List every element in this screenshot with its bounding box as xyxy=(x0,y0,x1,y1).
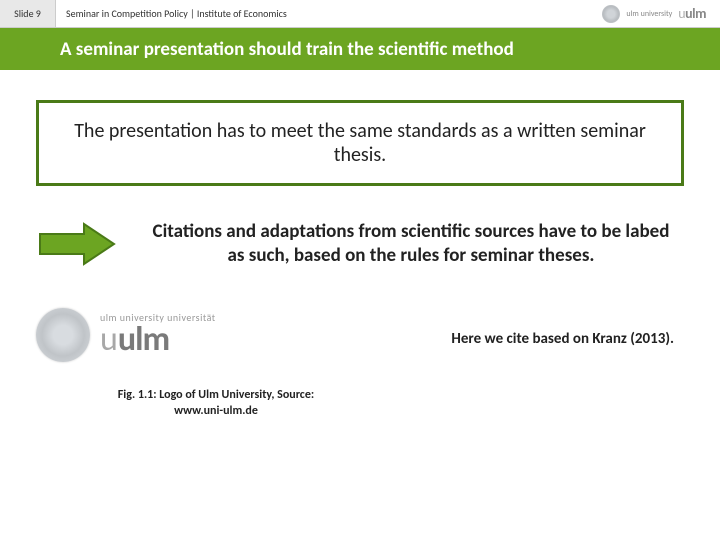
wordmark-main: uulm xyxy=(100,323,216,357)
wordmark-main-u: u xyxy=(100,323,117,357)
seal-big-icon xyxy=(36,308,90,362)
wordmark-main-ulm: ulm xyxy=(118,323,169,357)
header-logo: ulm university uulm xyxy=(602,5,720,23)
page-title: A seminar presentation should train the … xyxy=(60,38,514,61)
citation-text: Here we cite based on Kranz (2013). xyxy=(451,308,684,348)
lower-row: ulm university universität uulm Here we … xyxy=(36,308,684,362)
arrow-right-icon xyxy=(36,220,118,268)
arrow-row: Citations and adaptations from scientifi… xyxy=(36,220,684,268)
seal-icon xyxy=(602,5,620,23)
header-row: Slide 9 Seminar in Competition Policy | … xyxy=(0,0,720,28)
breadcrumb: Seminar in Competition Policy | Institut… xyxy=(56,7,602,20)
title-bar: A seminar presentation should train the … xyxy=(0,28,720,70)
wordmark-small: uulm xyxy=(678,5,706,22)
university-logo: ulm university universität uulm xyxy=(36,308,216,362)
logo-small-text: ulm university xyxy=(626,9,672,19)
arrow-polygon xyxy=(40,224,114,264)
figure-caption: Fig. 1.1: Logo of Ulm University, Source… xyxy=(96,388,336,419)
content-area: The presentation has to meet the same st… xyxy=(0,70,720,419)
highlight-box: The presentation has to meet the same st… xyxy=(36,100,684,186)
slide-number: Slide 9 xyxy=(0,0,56,27)
wordmark-block: ulm university universität uulm xyxy=(100,313,216,357)
wordmark-ulm: ulm xyxy=(685,5,706,22)
bullet-text: Citations and adaptations from scientifi… xyxy=(138,220,684,268)
